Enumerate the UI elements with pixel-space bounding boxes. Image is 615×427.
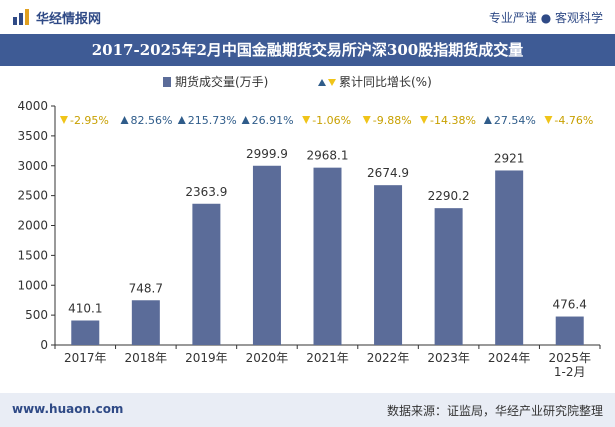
- bar[interactable]: [131, 300, 160, 345]
- bar[interactable]: [71, 320, 100, 345]
- x-tick-label: 2021年: [306, 351, 349, 365]
- growth-down-triangle-icon: [59, 116, 68, 124]
- bar[interactable]: [192, 203, 221, 345]
- y-tick-label: 4000: [17, 99, 48, 113]
- data-source: 数据来源：证监局，华经产业研究院整理: [386, 404, 603, 418]
- growth-label: -4.76%: [554, 114, 593, 127]
- bar[interactable]: [434, 208, 463, 345]
- x-tick-label: 1-2月: [554, 365, 586, 379]
- bar-value-label: 410.1: [68, 301, 102, 315]
- growth-label: -14.38%: [430, 114, 476, 127]
- x-tick-label: 2019年: [185, 351, 228, 365]
- legend-growth-label: 累计同比增长(%): [339, 75, 432, 89]
- growth-up-triangle-icon: [241, 116, 250, 124]
- bar-value-label: 2290.2: [428, 189, 470, 203]
- y-tick-label: 2500: [17, 189, 48, 203]
- x-tick-label: 2024年: [488, 351, 531, 365]
- y-tick-label: 2000: [17, 219, 48, 233]
- bar[interactable]: [252, 165, 281, 345]
- growth-label: 27.54%: [494, 114, 536, 127]
- bar[interactable]: [495, 170, 524, 345]
- growth-label: 215.73%: [188, 114, 237, 127]
- y-tick-label: 500: [25, 308, 48, 322]
- growth-up-triangle-icon: [120, 116, 129, 124]
- chart-title: 2017-2025年2月中国金融期货交易所沪深300股指期货成交量: [91, 41, 524, 59]
- footer-url[interactable]: www.huaon.com: [12, 402, 124, 416]
- growth-up-triangle-icon: [177, 116, 186, 124]
- growth-down-triangle-icon: [420, 116, 429, 124]
- bar-value-label: 2674.9: [367, 166, 409, 180]
- x-tick-label: 2020年: [246, 351, 289, 365]
- growth-label: -9.88%: [373, 114, 412, 127]
- title-band: 2017-2025年2月中国金融期货交易所沪深300股指期货成交量: [0, 34, 615, 66]
- bar[interactable]: [313, 167, 342, 345]
- growth-label: 82.56%: [131, 114, 173, 127]
- legend-up-triangle-icon: [318, 79, 326, 86]
- bar[interactable]: [374, 185, 403, 345]
- y-tick-label: 1500: [17, 248, 48, 262]
- growth-down-triangle-icon: [302, 116, 311, 124]
- x-tick-label: 2023年: [427, 351, 470, 365]
- slogan: 专业严谨 ● 客观科学: [488, 11, 603, 25]
- growth-up-triangle-icon: [483, 116, 492, 124]
- bar-value-label: 748.7: [129, 281, 163, 295]
- bar-value-label: 2999.9: [246, 147, 288, 161]
- growth-down-triangle-icon: [362, 116, 371, 124]
- y-tick-label: 0: [40, 338, 48, 352]
- y-tick-label: 3000: [17, 159, 48, 173]
- brand-name: 华经情报网: [36, 12, 102, 27]
- top-bar: 华经情报网 专业严谨 ● 客观科学: [0, 0, 615, 34]
- footer: www.huaon.com 数据来源：证监局，华经产业研究院整理: [0, 393, 615, 427]
- growth-label: -2.95%: [70, 114, 109, 127]
- logo-icon: [13, 9, 29, 25]
- x-tick-label: 2017年: [64, 351, 107, 365]
- bar[interactable]: [555, 316, 584, 345]
- growth-down-triangle-icon: [544, 116, 553, 124]
- y-tick-label: 3500: [17, 129, 48, 143]
- growth-label: -1.06%: [312, 114, 351, 127]
- x-tick-label: 2018年: [125, 351, 168, 365]
- bar-value-label: 2968.1: [307, 149, 349, 163]
- x-tick-label: 2025年: [548, 351, 591, 365]
- legend-bar-swatch: [163, 77, 171, 87]
- legend-down-triangle-icon: [328, 79, 336, 86]
- legend-series-label: 期货成交量(万手): [175, 74, 268, 89]
- bar-value-label: 2921: [494, 151, 525, 165]
- bar-value-label: 476.4: [553, 298, 587, 312]
- bar-value-label: 2363.9: [185, 185, 227, 199]
- y-tick-label: 1000: [17, 278, 48, 292]
- growth-label: 26.91%: [252, 114, 294, 127]
- bar-chart: 期货成交量(万手) 累计同比增长(%) 0 500 1000 1500 2000 2500 30…: [17, 74, 601, 379]
- x-tick-label: 2022年: [367, 351, 410, 365]
